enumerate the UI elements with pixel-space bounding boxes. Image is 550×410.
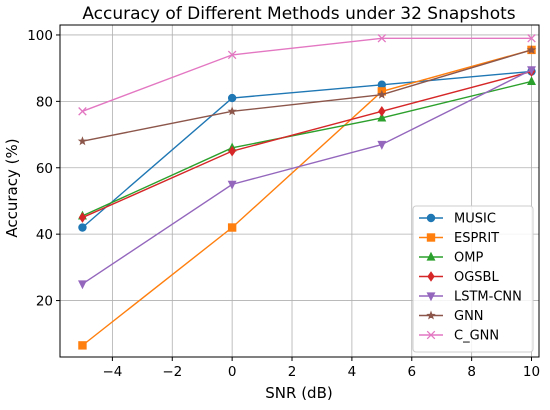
data-point xyxy=(377,140,387,150)
series-lstm-cnn xyxy=(78,66,536,290)
legend-item: MUSIC xyxy=(419,212,496,227)
legend-item: OMP xyxy=(419,251,483,266)
legend-label: OGSBL xyxy=(454,270,499,285)
legend-label: MUSIC xyxy=(454,212,496,227)
x-axis-label: SNR (dB) xyxy=(265,384,332,402)
x-tick-label: 4 xyxy=(348,364,357,380)
data-point xyxy=(227,180,237,190)
x-tick-label: −2 xyxy=(162,364,182,380)
x-tick-label: 10 xyxy=(523,364,540,380)
data-point xyxy=(78,223,87,232)
data-point xyxy=(78,280,87,290)
data-point xyxy=(227,106,237,116)
x-tick-label: 8 xyxy=(467,364,476,380)
series-ogsbl xyxy=(78,66,536,223)
x-tick-label: 6 xyxy=(407,364,416,380)
x-tick-label: 0 xyxy=(228,364,237,380)
legend-label: ESPRIT xyxy=(454,231,499,246)
legend-marker xyxy=(427,271,435,282)
legend-marker xyxy=(426,310,436,320)
data-point xyxy=(78,107,87,116)
axis-ticks: −4 −2 0 2 4 6 8 10 20 40 60 80 100 xyxy=(27,28,540,380)
y-tick-label: 40 xyxy=(36,227,53,243)
series-layer xyxy=(77,34,537,350)
legend-label: LSTM-CNN xyxy=(454,290,522,305)
data-point xyxy=(526,44,537,54)
legend-item: GNN xyxy=(419,309,484,324)
legend-label: C_GNN xyxy=(454,329,499,344)
legend-marker xyxy=(426,213,436,223)
legend-marker xyxy=(426,251,436,261)
data-point xyxy=(227,50,237,60)
legend-label: GNN xyxy=(454,309,484,324)
plot-frame xyxy=(59,24,540,358)
y-tick-label: 80 xyxy=(36,94,53,110)
series-line xyxy=(82,70,532,219)
legend-label: OMP xyxy=(454,251,483,266)
series-line xyxy=(82,49,532,346)
data-point xyxy=(227,223,237,232)
data-point xyxy=(227,93,237,103)
data-point xyxy=(527,76,536,86)
series-omp xyxy=(78,76,536,220)
series-gnn xyxy=(77,44,537,146)
data-point xyxy=(527,66,536,76)
legend-marker xyxy=(426,292,436,302)
legend-item: LSTM-CNN xyxy=(419,290,522,305)
series-line xyxy=(82,37,532,112)
data-point xyxy=(377,112,387,122)
y-axis-label: Accuracy (%) xyxy=(3,138,21,237)
chart-title: Accuracy of Different Methods under 32 S… xyxy=(82,4,515,24)
y-tick-label: 60 xyxy=(36,161,53,177)
x-tick-label: 2 xyxy=(288,364,297,380)
x-tick-label: −4 xyxy=(102,364,122,380)
y-tick-label: 100 xyxy=(27,28,53,44)
data-point xyxy=(78,212,87,223)
legend-item: OGSBL xyxy=(419,270,499,285)
series-line xyxy=(82,49,532,142)
series-c-gnn xyxy=(78,34,536,116)
series-line xyxy=(81,70,532,229)
data-point xyxy=(527,34,536,43)
data-point xyxy=(228,145,236,157)
legend-marker xyxy=(426,233,436,242)
data-point xyxy=(377,34,387,43)
legend-item: ESPRIT xyxy=(419,231,499,246)
y-tick-label: 20 xyxy=(36,294,53,310)
legend-item: C_GNN xyxy=(419,329,499,344)
data-point xyxy=(78,341,87,350)
data-point xyxy=(378,106,386,117)
data-point xyxy=(77,136,88,146)
legend: MUSIC ESPRIT OMP OGSBL LSTM-CNN GNN C_GNN xyxy=(412,205,534,353)
data-point xyxy=(377,89,387,99)
series-line xyxy=(82,69,532,285)
series-line xyxy=(82,80,532,217)
legend-marker xyxy=(426,330,436,340)
